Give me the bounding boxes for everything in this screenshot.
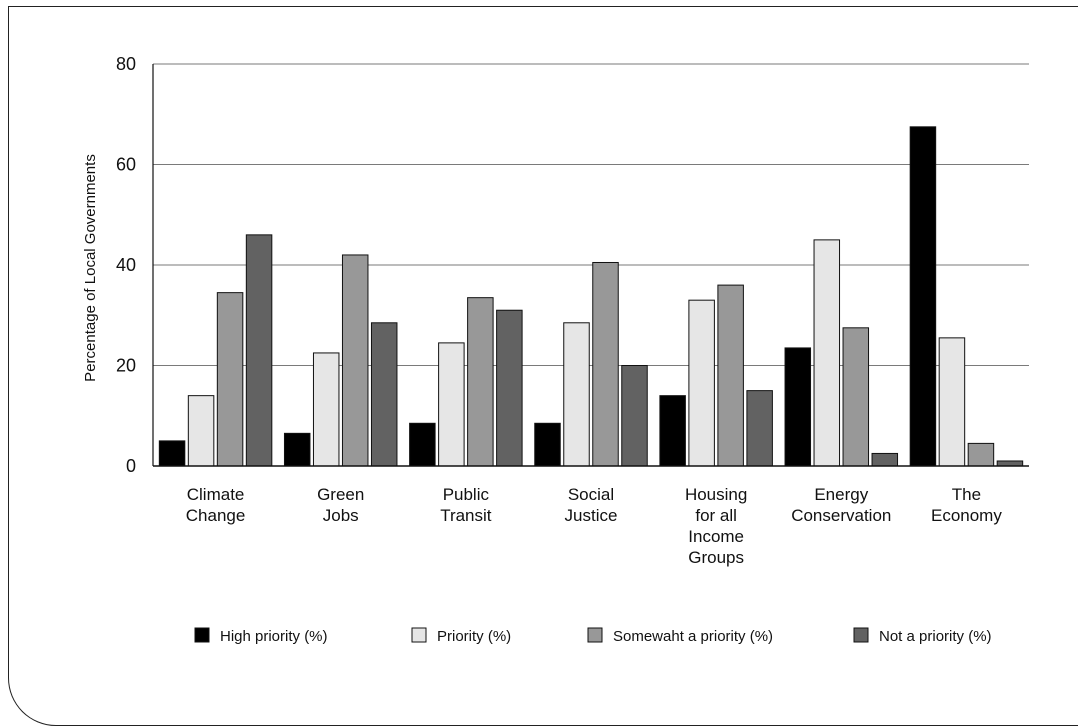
legend-label: Not a priority (%) <box>879 628 992 645</box>
legend-swatch <box>853 627 869 643</box>
bar <box>592 261 619 467</box>
y-tick-label: 60 <box>116 155 136 175</box>
bar <box>370 322 398 467</box>
axes <box>152 64 1029 467</box>
bar <box>688 299 715 467</box>
x-tick-label: Energy Conservation <box>791 485 891 525</box>
bar <box>909 126 937 467</box>
legend-swatch <box>194 627 210 643</box>
bar <box>467 297 494 467</box>
bar <box>659 395 686 467</box>
bar <box>496 309 523 467</box>
y-tick-label: 20 <box>116 356 136 376</box>
x-tick-label: The Economy <box>931 485 1002 525</box>
bar <box>967 442 995 467</box>
bar <box>813 239 841 467</box>
bar <box>746 390 773 467</box>
bar <box>312 352 340 467</box>
legend-swatch <box>411 627 427 643</box>
x-tick-label: Climate Change <box>186 485 246 525</box>
x-tick-label: Green Jobs <box>317 485 364 525</box>
bar <box>871 452 899 467</box>
bar <box>187 395 215 467</box>
legend: High priority (%) Priority (%) Somewaht a … <box>194 627 992 645</box>
y-axis-ticks: 0 20 40 60 80 <box>116 54 136 476</box>
legend-label: Priority (%) <box>437 628 511 645</box>
y-axis-label: Percentage of Local Governments <box>82 154 99 382</box>
gridlines <box>153 63 1029 366</box>
bar <box>341 254 369 467</box>
bar-chart: 0 20 40 60 80 Climate Change Green Jobs Public Tr… <box>82 54 1029 645</box>
bar <box>245 234 273 467</box>
bar <box>938 337 966 467</box>
bar <box>534 422 561 467</box>
bar <box>563 322 590 467</box>
legend-swatch <box>587 627 603 643</box>
y-tick-label: 0 <box>126 456 136 476</box>
bars <box>158 126 1024 467</box>
bar <box>717 284 744 467</box>
y-tick-label: 80 <box>116 54 136 74</box>
legend-label: Somewaht a priority (%) <box>613 628 773 645</box>
x-axis-categories: Climate Change Green Jobs Public Transit Socia… <box>186 485 1003 567</box>
bar <box>158 440 186 467</box>
x-tick-label: Public Transit <box>440 485 492 525</box>
bar <box>621 365 648 467</box>
x-tick-label: Social Justice <box>565 485 618 525</box>
bar <box>409 422 436 467</box>
y-tick-label: 40 <box>116 255 136 275</box>
x-tick-label: Housing for all Income Groups <box>685 485 747 567</box>
bar <box>784 347 812 467</box>
bar <box>842 327 870 467</box>
legend-label: High priority (%) <box>220 628 328 645</box>
bar <box>216 292 244 467</box>
bar <box>438 342 465 467</box>
bar <box>283 432 311 467</box>
